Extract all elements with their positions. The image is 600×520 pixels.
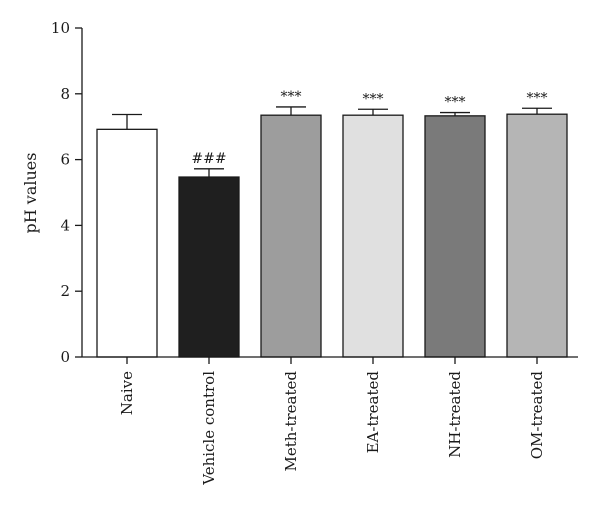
y-tick-label: 0: [60, 348, 70, 366]
x-tick-label: EA-treated: [364, 371, 382, 454]
y-tick-label: 2: [60, 282, 70, 300]
bar-group: ***: [506, 90, 568, 358]
y-tick-label: 6: [60, 151, 70, 169]
bar: [424, 115, 486, 358]
x-tick-label: Vehicle control: [200, 371, 218, 486]
bar-group: ***: [342, 91, 404, 358]
bar-group: ###: [178, 151, 240, 358]
bar: [178, 176, 240, 358]
bar: [342, 114, 404, 358]
y-axis-label: pH values: [21, 153, 40, 234]
x-tick-label: NH-treated: [446, 371, 464, 458]
bar: [260, 114, 322, 358]
significance-label: ***: [445, 95, 466, 111]
bar-group: [96, 113, 158, 358]
y-tick-label: 8: [60, 85, 70, 103]
bar-group: ***: [424, 95, 486, 358]
significance-label: ***: [281, 89, 302, 105]
significance-label: ***: [363, 91, 384, 107]
significance-label: ###: [191, 151, 226, 167]
x-tick-label: OM-treated: [528, 371, 546, 460]
x-axis: Naive Vehicle control Meth-treated EA-treat…: [82, 356, 578, 486]
y-tick-label: 4: [60, 216, 70, 234]
y-axis: 0 2 4 6 8 10: [51, 19, 83, 366]
y-tick-label: 10: [51, 19, 70, 37]
bars: ### *** *** *** ***: [96, 89, 568, 358]
x-tick-label: Meth-treated: [282, 371, 300, 472]
bar: [96, 128, 158, 358]
x-tick-label: Naive: [118, 371, 136, 415]
significance-label: ***: [527, 90, 548, 106]
bar-group: ***: [260, 89, 322, 358]
bar: [506, 113, 568, 358]
